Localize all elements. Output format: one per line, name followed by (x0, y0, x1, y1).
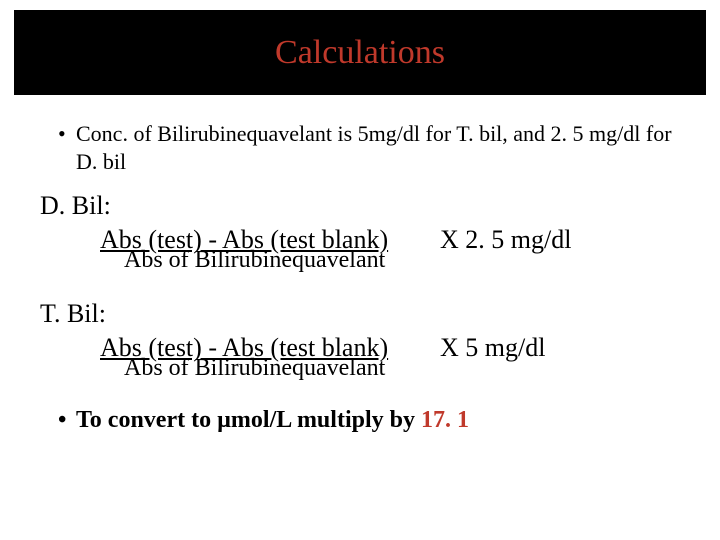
convert-text: To convert to µmol/L multiply by 17. 1 (76, 407, 680, 434)
bullet-marker: • (58, 120, 76, 148)
slide: Calculations • Conc. of Bilirubinequavel… (0, 0, 720, 540)
bullet-item: • Conc. of Bilirubinequavelant is 5mg/dl… (58, 120, 680, 175)
slide-title: Calculations (275, 34, 445, 72)
bullet-text: Conc. of Bilirubinequavelant is 5mg/dl f… (76, 120, 680, 175)
bullet-marker: • (58, 407, 76, 434)
tbil-denominator: Abs of Bilirubinequavelant (124, 355, 385, 382)
tbil-tail: X 5 mg/dl (440, 333, 545, 363)
title-bar: Calculations (14, 10, 706, 95)
convert-prefix: To convert to (76, 407, 217, 433)
convert-bullet: • To convert to µmol/L multiply by 17. 1 (58, 407, 680, 434)
dbil-tail: X 2. 5 mg/dl (440, 225, 571, 255)
dbil-formula: Abs (test) - Abs (test blank) X 2. 5 mg/… (100, 225, 680, 271)
slide-body: • Conc. of Bilirubinequavelant is 5mg/dl… (40, 110, 680, 434)
tbil-formula: Abs (test) - Abs (test blank) X 5 mg/dl … (100, 333, 680, 379)
convert-mid: multiply by (291, 407, 421, 433)
convert-factor: 17. 1 (421, 407, 469, 433)
dbil-label: D. Bil: (40, 191, 680, 221)
convert-unit: µmol/L (217, 407, 291, 433)
dbil-denominator: Abs of Bilirubinequavelant (124, 247, 385, 274)
tbil-label: T. Bil: (40, 299, 680, 329)
